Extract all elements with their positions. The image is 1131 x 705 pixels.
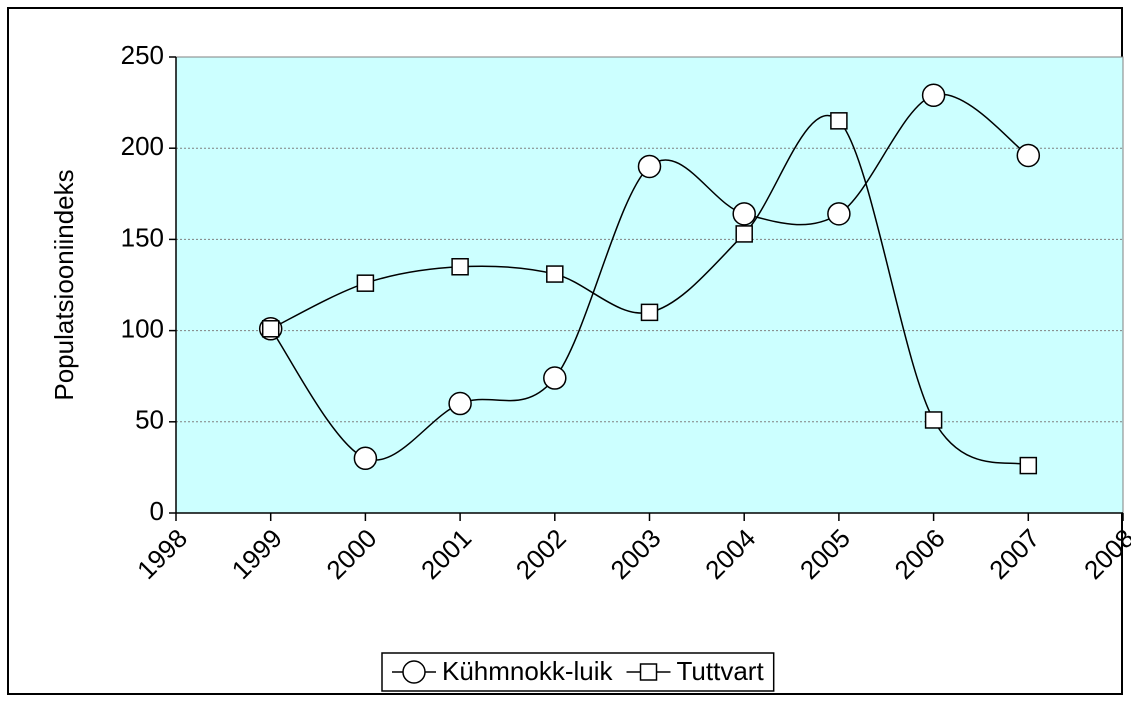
marker bbox=[637, 154, 662, 179]
legend-label: Tuttvart bbox=[677, 656, 765, 686]
marker bbox=[353, 446, 378, 471]
legend: Kühmnokk-luik Tuttvart bbox=[381, 652, 775, 692]
marker bbox=[639, 663, 658, 681]
marker bbox=[924, 411, 943, 429]
y-axis-label: Populatsiooniindeks bbox=[49, 169, 79, 400]
y-tick-label: 150 bbox=[121, 222, 164, 252]
y-tick-label: 250 bbox=[121, 40, 164, 70]
marker bbox=[448, 391, 472, 416]
marker bbox=[1016, 143, 1041, 168]
y-tick-label: 200 bbox=[121, 131, 164, 161]
plot-area bbox=[175, 56, 1124, 514]
marker bbox=[1019, 456, 1038, 475]
marker bbox=[732, 202, 756, 226]
y-tick-label: 100 bbox=[121, 313, 164, 343]
y-tick-label: 50 bbox=[135, 405, 164, 435]
marker bbox=[543, 366, 567, 390]
marker bbox=[402, 660, 426, 684]
marker bbox=[735, 225, 753, 243]
marker bbox=[546, 265, 564, 283]
marker bbox=[261, 320, 280, 338]
marker bbox=[356, 274, 375, 292]
marker bbox=[830, 112, 848, 130]
series-line bbox=[270, 114, 1029, 467]
marker bbox=[451, 258, 469, 276]
legend-label: Kühmnokk-luik bbox=[442, 656, 614, 686]
marker bbox=[921, 83, 946, 108]
marker bbox=[640, 303, 659, 322]
marker bbox=[827, 202, 851, 226]
legend-box bbox=[381, 652, 775, 692]
y-tick-label: 0 bbox=[150, 496, 164, 526]
